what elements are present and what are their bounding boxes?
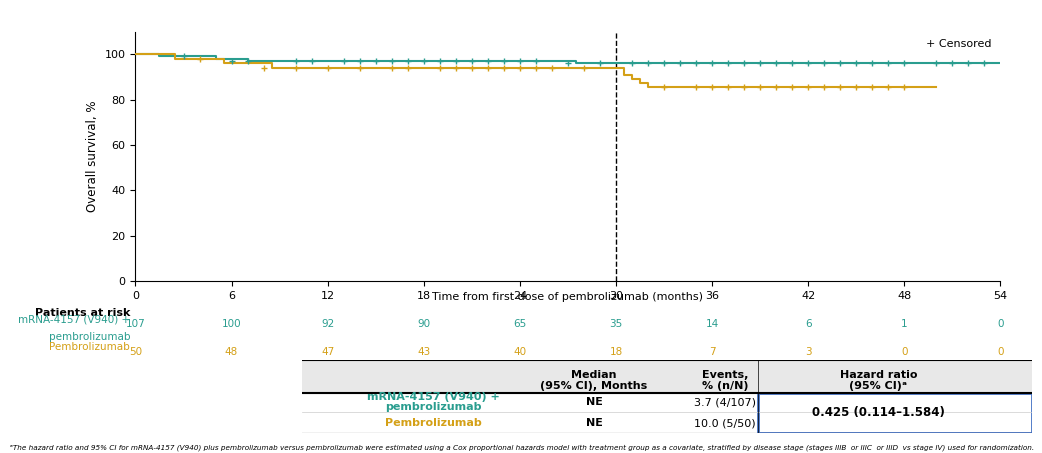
Bar <box>758 393 1032 433</box>
Y-axis label: Overall survival, %: Overall survival, % <box>86 101 99 212</box>
Text: 6: 6 <box>804 319 812 329</box>
Text: 0: 0 <box>997 319 1003 329</box>
Text: 10.0 (5/50): 10.0 (5/50) <box>694 418 756 428</box>
Text: mRNA-4157 (V940) +: mRNA-4157 (V940) + <box>18 315 130 325</box>
Text: 35: 35 <box>610 319 622 329</box>
Text: 0: 0 <box>997 347 1003 357</box>
Text: Hazard ratio
(95% CI)ᵃ: Hazard ratio (95% CI)ᵃ <box>840 370 917 391</box>
Text: pembrolizumab: pembrolizumab <box>49 332 130 342</box>
Text: Pembrolizumab: Pembrolizumab <box>386 418 481 428</box>
Text: 40: 40 <box>514 347 526 357</box>
Text: 18: 18 <box>610 347 622 357</box>
Text: + Censored: + Censored <box>926 39 992 49</box>
Text: 47: 47 <box>321 347 334 357</box>
Text: Pembrolizumab: Pembrolizumab <box>50 342 130 352</box>
Text: 65: 65 <box>514 319 526 329</box>
Text: 90: 90 <box>417 319 430 329</box>
Text: Median
(95% CI), Months: Median (95% CI), Months <box>541 370 647 391</box>
Text: 100: 100 <box>222 319 242 329</box>
Bar <box>302 360 1032 393</box>
Text: 1: 1 <box>901 319 908 329</box>
Text: Time from first dose of pembrolizumab (months): Time from first dose of pembrolizumab (m… <box>432 292 703 302</box>
Text: 14: 14 <box>705 319 719 329</box>
Text: 7: 7 <box>709 347 716 357</box>
Text: 3: 3 <box>804 347 812 357</box>
Text: 3.7 (4/107): 3.7 (4/107) <box>694 397 756 407</box>
Text: 43: 43 <box>417 347 430 357</box>
Text: 50: 50 <box>129 347 142 357</box>
Text: 107: 107 <box>126 319 145 329</box>
Text: Patients at risk: Patients at risk <box>34 308 130 318</box>
Text: 48: 48 <box>225 347 239 357</box>
Text: ᵃThe hazard ratio and 95% CI for mRNA-4157 (V940) plus pembrolizumab versus pemb: ᵃThe hazard ratio and 95% CI for mRNA-41… <box>10 444 1035 451</box>
Text: 0: 0 <box>901 347 908 357</box>
Text: mRNA-4157 (V940) +: mRNA-4157 (V940) + <box>367 392 500 402</box>
Text: 0.425 (0.114–1.584): 0.425 (0.114–1.584) <box>812 406 945 419</box>
Text: NE: NE <box>586 397 602 407</box>
Text: Events,
% (n/N): Events, % (n/N) <box>702 370 748 391</box>
Text: NE: NE <box>586 418 602 428</box>
Text: pembrolizumab: pembrolizumab <box>386 401 481 411</box>
Text: 92: 92 <box>321 319 334 329</box>
